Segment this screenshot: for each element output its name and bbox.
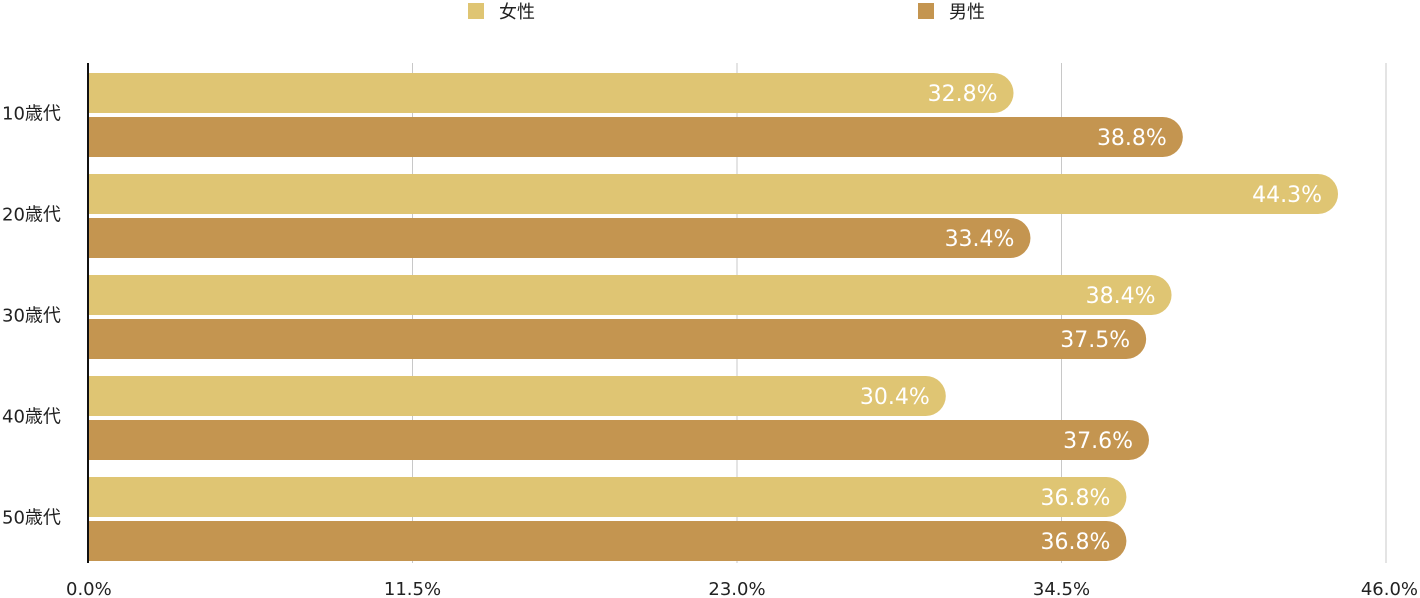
data-label: 44.3% [1252, 183, 1322, 208]
legend-swatch-female [468, 3, 484, 19]
y-category-label: 10歳代 [2, 104, 61, 125]
bar-female [88, 73, 1014, 113]
data-label: 32.8% [928, 82, 998, 107]
data-label: 30.4% [860, 385, 930, 410]
bar-female [88, 376, 946, 416]
axes: 0.0% 11.5% 23.0% 34.5% 46.0% 10歳代 20歳代 30歳代 40歳代… [2, 63, 1418, 598]
bars: 32.8% 38.8% 44.3% 33.4% 38.4% 37.5% 30.4% 37.6%… [88, 73, 1339, 561]
y-category-label: 40歳代 [2, 407, 61, 428]
legend: 女性 男性 [468, 2, 985, 23]
legend-label-female: 女性 [499, 2, 535, 23]
data-label: 36.8% [1041, 486, 1111, 511]
bar-female [88, 174, 1339, 214]
x-tick-label: 0.0% [66, 579, 112, 598]
x-tick-label: 46.0% [1361, 579, 1418, 598]
bar-male [88, 319, 1147, 359]
bar-male [88, 420, 1149, 460]
y-category-label: 30歳代 [2, 306, 61, 327]
x-tick-label: 23.0% [708, 579, 765, 598]
data-label: 38.8% [1097, 126, 1167, 151]
x-tick-label: 34.5% [1033, 579, 1090, 598]
data-label: 38.4% [1086, 284, 1156, 309]
data-label: 37.6% [1063, 429, 1133, 454]
data-label: 33.4% [945, 227, 1015, 252]
data-label: 36.8% [1041, 530, 1111, 555]
legend-swatch-male [918, 3, 934, 19]
legend-label-male: 男性 [949, 2, 985, 23]
data-label: 37.5% [1060, 328, 1130, 353]
bar-male [88, 521, 1127, 561]
bar-female [88, 477, 1127, 517]
bar-male [88, 218, 1031, 258]
bar-male [88, 117, 1183, 157]
y-category-label: 20歳代 [2, 205, 61, 226]
y-category-label: 50歳代 [2, 508, 61, 529]
bar-female [88, 275, 1172, 315]
x-tick-label: 11.5% [384, 579, 441, 598]
